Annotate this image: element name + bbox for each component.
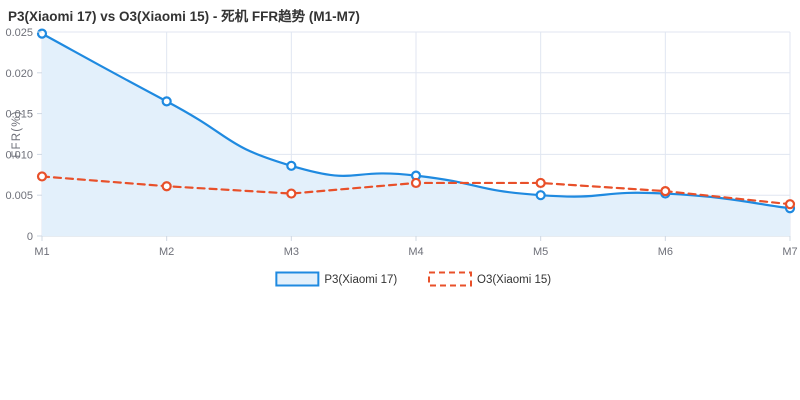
data-point-marker[interactable]: [36, 171, 48, 182]
data-point-marker[interactable]: [36, 28, 48, 39]
x-axis-ticks: M1 M2 M3 M4 M5 M6 M7: [34, 236, 798, 258]
y-axis-title: FFR(%): [11, 110, 23, 157]
data-point-marker[interactable]: [535, 177, 546, 189]
data-point-marker[interactable]: [535, 190, 546, 201]
legend-item-1[interactable]: P3(Xiaomi 17): [275, 271, 397, 287]
data-point-marker[interactable]: [660, 186, 671, 197]
data-point-marker[interactable]: [410, 177, 422, 189]
series-markers: [36, 28, 796, 214]
y-tick-label: 0.015: [5, 109, 33, 121]
x-tick-label: M5: [533, 246, 548, 258]
data-point-marker[interactable]: [286, 160, 297, 171]
data-point-marker[interactable]: [161, 96, 172, 107]
legend-swatch[interactable]: [428, 271, 472, 287]
legend-label[interactable]: P3(Xiaomi 17): [324, 274, 397, 286]
y-tick-label: 0.020: [5, 68, 33, 80]
x-tick-label: M3: [284, 246, 299, 258]
chart-title: P3(Xiaomi 17) vs O3(Xiaomi 15) - 死机 FFR趋…: [8, 9, 360, 24]
y-tick-label: 0.025: [5, 27, 33, 39]
y-tick-label: 0: [27, 231, 33, 243]
x-tick-label: M2: [159, 246, 174, 258]
y-tick-label: 0.005: [5, 190, 33, 202]
series-area-1: [42, 33, 790, 236]
x-tick-label: M4: [408, 246, 423, 258]
x-tick-label: M7: [782, 246, 797, 258]
chart-legend[interactable]: P3(Xiaomi 17) O3(Xiaomi 15): [275, 271, 551, 287]
data-point-marker[interactable]: [784, 199, 796, 210]
data-point-marker[interactable]: [161, 181, 172, 192]
y-axis-name: FFR(%): [11, 110, 23, 157]
legend-label[interactable]: O3(Xiaomi 15): [477, 274, 551, 286]
x-tick-label: M6: [658, 246, 673, 258]
data-point-marker[interactable]: [286, 188, 297, 199]
x-tick-label: M1: [34, 246, 49, 258]
area-fills: [42, 33, 790, 236]
y-axis-ticks: 0 0.005 0.010 0.015 0.020 0.025: [5, 27, 42, 243]
legend-item-2[interactable]: O3(Xiaomi 15): [428, 271, 551, 287]
y-tick-label: 0.010: [5, 149, 33, 161]
legend-swatch[interactable]: [275, 271, 320, 287]
